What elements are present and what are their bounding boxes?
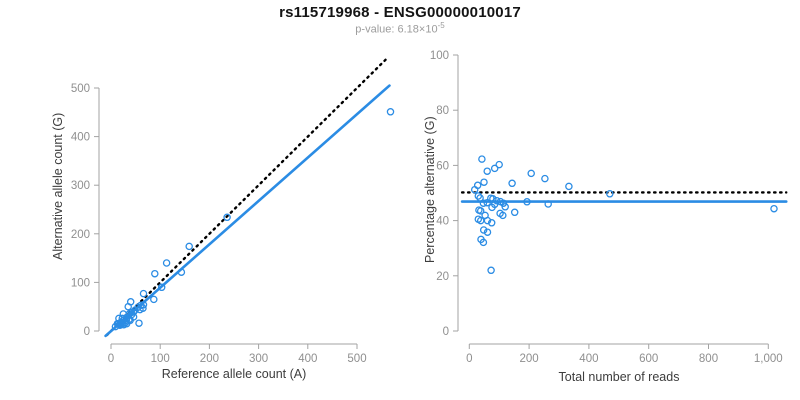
data-point: [470, 185, 479, 194]
data-point: [487, 219, 496, 227]
y-tick-label: 500: [71, 83, 90, 95]
left-plot-points: [111, 108, 395, 331]
left-plot-panel: 0 100 200 300 400 500 0 100 200 300 400 500: [71, 55, 395, 365]
x-tick-label: 200: [200, 353, 219, 365]
data-point: [544, 200, 552, 208]
y-tick-label: 80: [436, 105, 449, 117]
data-point: [508, 179, 516, 188]
data-point: [139, 301, 148, 309]
x-tick-label: 200: [520, 353, 539, 365]
right-x-axis-label: Total number of reads: [558, 370, 680, 384]
data-point: [480, 178, 488, 186]
y-tick-label: 200: [71, 229, 90, 241]
y-tick-label: 100: [430, 50, 449, 62]
data-point: [479, 199, 488, 207]
fit-line: [104, 84, 391, 338]
data-point: [478, 155, 486, 163]
data-point: [139, 289, 148, 298]
data-point: [565, 182, 573, 191]
y-tick-label: 0: [443, 326, 449, 338]
data-point: [151, 269, 159, 278]
x-tick-label: 0: [466, 353, 472, 365]
data-point: [483, 198, 491, 207]
data-point: [150, 295, 158, 304]
data-point: [162, 259, 171, 267]
data-point: [223, 213, 231, 222]
chart-title: rs115719968 - ENSG00000010017: [279, 4, 521, 21]
left-x-axis-label: Reference allele count (A): [161, 367, 307, 381]
x-tick-label: 400: [298, 353, 317, 365]
x-tick-label: 300: [249, 353, 268, 365]
data-point: [499, 211, 507, 220]
data-point: [501, 203, 509, 211]
data-point: [495, 160, 503, 169]
data-point: [490, 164, 499, 173]
x-tick-label: 600: [639, 353, 658, 365]
data-point: [135, 319, 143, 327]
y-tick-label: 40: [436, 216, 449, 228]
data-point: [606, 190, 614, 198]
right-plot-points: [470, 155, 778, 275]
y-tick-label: 20: [436, 271, 449, 283]
data-point: [479, 226, 488, 234]
data-point: [770, 204, 778, 213]
x-tick-label: 400: [579, 353, 598, 365]
data-point: [157, 283, 166, 292]
data-point: [476, 194, 484, 202]
x-tick-label: 0: [108, 353, 114, 365]
data-point: [124, 302, 132, 311]
y-tick-label: 60: [436, 160, 449, 172]
data-point: [139, 304, 147, 312]
y-tick-label: 100: [71, 277, 90, 289]
data-point: [487, 266, 495, 275]
data-point: [523, 198, 531, 206]
x-tick-label: 500: [347, 353, 366, 365]
data-point: [474, 192, 483, 200]
x-tick-label: 100: [151, 353, 170, 365]
data-point: [483, 167, 491, 175]
right-plot-panel: 0 20 40 60 80 100 0 200 400 600 800 1,000: [430, 50, 788, 365]
x-tick-label: 800: [699, 353, 718, 365]
y-tick-label: 0: [84, 326, 90, 338]
data-point: [488, 203, 496, 212]
pvalue-subtitle: p-value: 6.18×10-5: [0, 21, 800, 36]
data-point: [185, 242, 193, 251]
y-tick-label: 400: [71, 132, 90, 144]
data-point: [483, 228, 492, 236]
pvalue-text: p-value: 6.18×10: [355, 23, 438, 36]
data-point: [386, 108, 395, 116]
data-point: [177, 268, 186, 276]
data-point: [510, 208, 519, 217]
data-point: [483, 216, 492, 225]
y-tick-label: 300: [71, 180, 90, 192]
data-point: [541, 174, 549, 183]
data-point: [479, 238, 488, 247]
data-point: [122, 319, 131, 328]
identity-line: [105, 55, 390, 337]
pvalue-exponent: -5: [437, 21, 445, 30]
data-point: [118, 319, 127, 328]
data-point: [527, 169, 535, 178]
data-point: [499, 199, 508, 207]
x-tick-label: 1,000: [754, 353, 783, 365]
data-point: [476, 207, 485, 215]
